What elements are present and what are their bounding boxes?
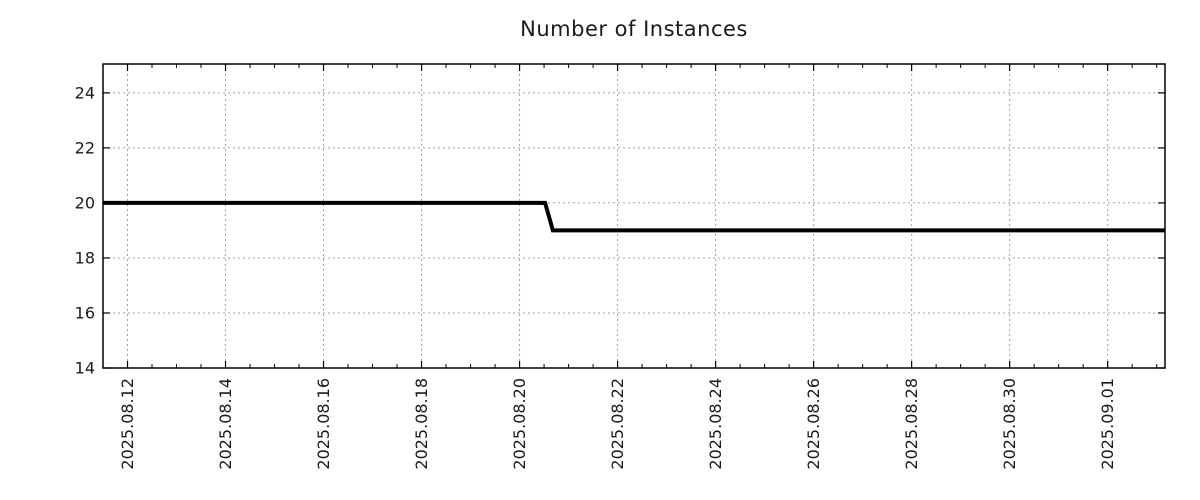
chart-title: Number of Instances [520, 17, 748, 41]
x-tick-label: 2025.08.12 [118, 378, 137, 470]
y-tick-label: 24 [75, 83, 95, 102]
x-tick-label: 2025.08.26 [804, 378, 823, 470]
x-tick-label: 2025.08.24 [706, 378, 725, 470]
plot-border [102, 63, 1166, 369]
x-tick-label: 2025.08.28 [902, 378, 921, 470]
y-tick-label: 22 [75, 138, 95, 157]
y-tick-label: 20 [75, 193, 95, 212]
x-tick-label: 2025.08.22 [608, 378, 627, 470]
x-tick-label: 2025.08.16 [314, 378, 333, 470]
x-tick-label: 2025.08.20 [510, 378, 529, 470]
y-tick-label: 18 [75, 248, 95, 267]
x-tick-label: 2025.08.14 [216, 378, 235, 470]
x-tick-label: 2025.09.01 [1098, 378, 1117, 470]
y-tick-label: 14 [75, 359, 95, 378]
x-tick-label: 2025.08.30 [1000, 378, 1019, 470]
y-tick-label: 16 [75, 303, 95, 322]
data-line [103, 200, 1165, 233]
x-tick-label: 2025.08.18 [412, 378, 431, 470]
